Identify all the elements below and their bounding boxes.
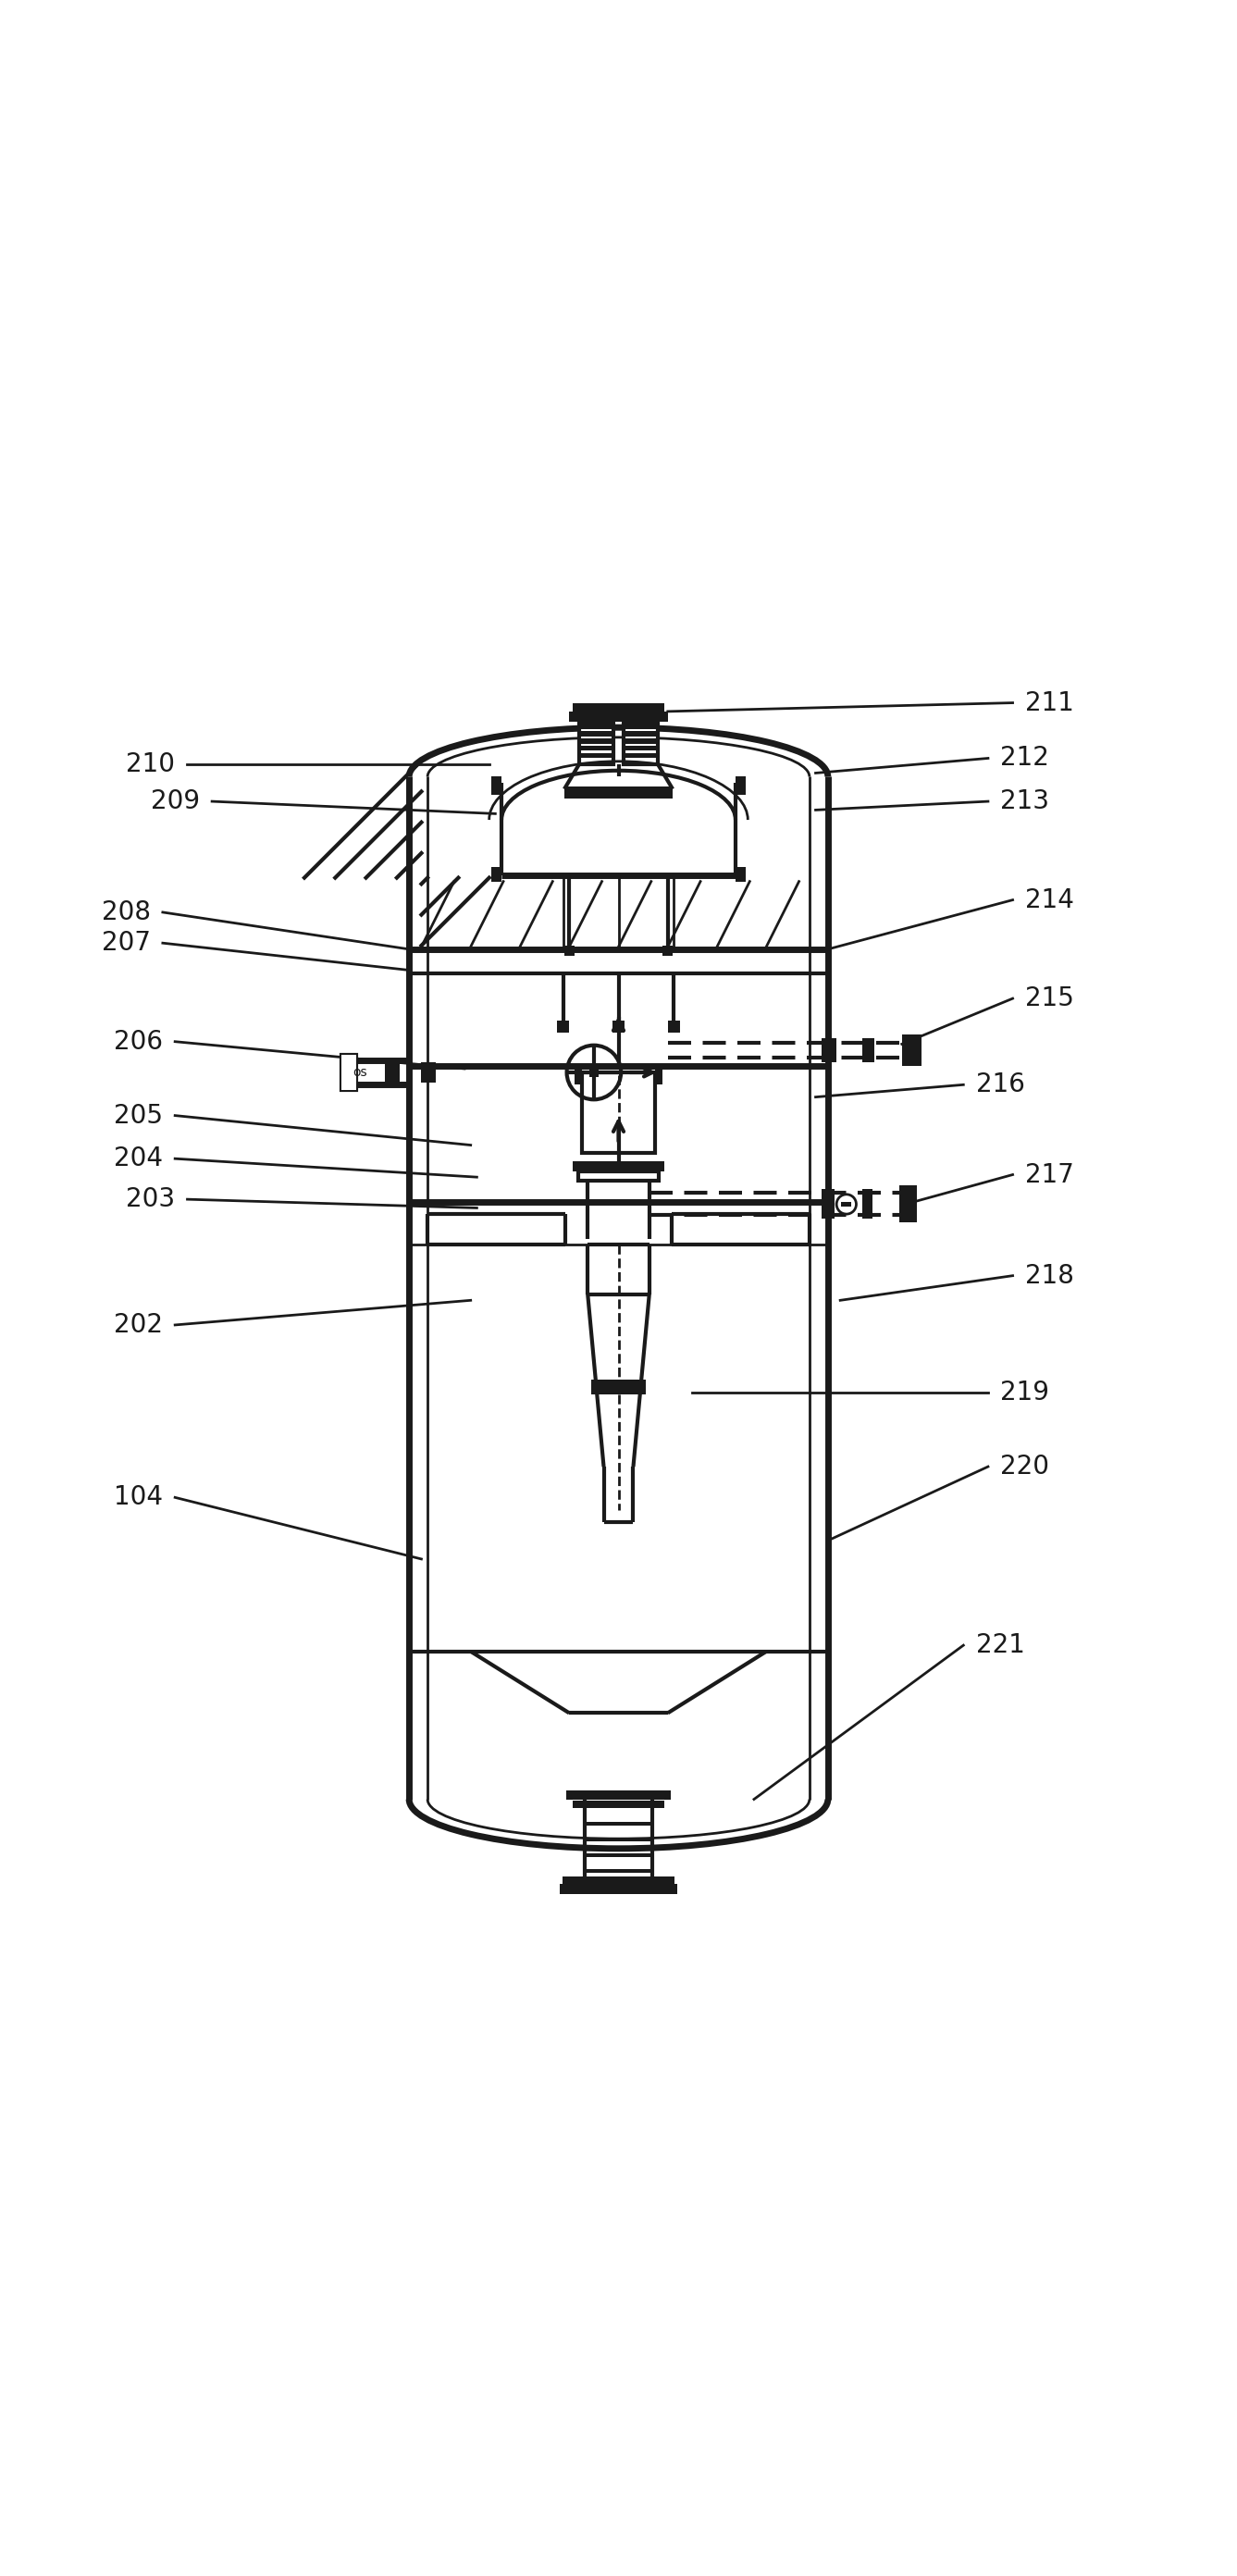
Bar [821, 1190, 834, 1218]
Text: 219: 219 [1001, 1381, 1049, 1406]
Bar [617, 703, 664, 714]
Bar [491, 778, 501, 796]
Text: 207: 207 [101, 930, 151, 956]
Bar [564, 945, 574, 956]
Bar [579, 747, 614, 750]
Bar [623, 721, 658, 765]
Text: 210: 210 [126, 752, 174, 778]
Bar [557, 1020, 569, 1033]
Bar [902, 1033, 922, 1066]
Bar [656, 1064, 663, 1084]
Bar [614, 711, 668, 721]
Bar [736, 778, 746, 796]
Bar [841, 1203, 851, 1206]
Bar [612, 1020, 625, 1033]
Bar [623, 721, 658, 765]
Bar [862, 1190, 872, 1218]
Bar [736, 866, 746, 881]
Bar [422, 1061, 437, 1082]
Bar [585, 1821, 652, 1826]
Text: 205: 205 [114, 1103, 163, 1128]
Bar [579, 724, 614, 729]
Bar [573, 703, 620, 714]
Text: 204: 204 [114, 1146, 163, 1172]
Bar [563, 1878, 674, 1886]
Text: 213: 213 [1001, 788, 1049, 814]
Text: 221: 221 [976, 1633, 1024, 1659]
Bar [668, 1020, 680, 1033]
Text: 208: 208 [101, 899, 151, 925]
Bar [573, 1801, 664, 1808]
Bar [491, 866, 501, 881]
Bar [821, 1038, 836, 1061]
Text: 217: 217 [1025, 1162, 1074, 1188]
Text: 212: 212 [1001, 744, 1049, 770]
Text: os: os [353, 1066, 367, 1079]
Bar [623, 732, 658, 737]
Text: 104: 104 [114, 1484, 163, 1510]
Bar [341, 1056, 356, 1090]
Bar [574, 1064, 581, 1084]
Bar [564, 786, 673, 799]
Bar [591, 1378, 646, 1394]
Bar [579, 739, 614, 744]
Bar [663, 945, 673, 956]
Bar [385, 1061, 400, 1082]
Bar [585, 1870, 652, 1873]
Text: 216: 216 [976, 1072, 1024, 1097]
Bar [579, 721, 614, 765]
Bar [579, 752, 614, 757]
Bar [569, 711, 623, 721]
Bar [567, 1790, 670, 1798]
Bar [589, 1066, 599, 1077]
Text: 220: 220 [1001, 1453, 1049, 1479]
Bar [341, 1056, 356, 1090]
Bar [579, 732, 614, 737]
Bar [862, 1038, 875, 1061]
Bar [578, 1172, 659, 1180]
Bar [623, 747, 658, 750]
Text: 206: 206 [114, 1028, 163, 1054]
Text: 215: 215 [1025, 987, 1074, 1012]
Text: 214: 214 [1025, 886, 1074, 912]
Bar [579, 721, 614, 765]
Bar [560, 1883, 677, 1893]
Text: 218: 218 [1025, 1262, 1074, 1288]
Bar [623, 752, 658, 757]
Text: 209: 209 [151, 788, 199, 814]
Bar [623, 724, 658, 729]
Text: 211: 211 [1025, 690, 1074, 716]
Bar [578, 1172, 659, 1180]
Bar [585, 1837, 652, 1842]
Text: 202: 202 [114, 1311, 163, 1337]
Bar [623, 739, 658, 744]
Bar [899, 1185, 917, 1224]
Text: 203: 203 [126, 1188, 174, 1213]
Bar [573, 1162, 664, 1172]
Bar [581, 1072, 656, 1151]
Bar [585, 1855, 652, 1857]
